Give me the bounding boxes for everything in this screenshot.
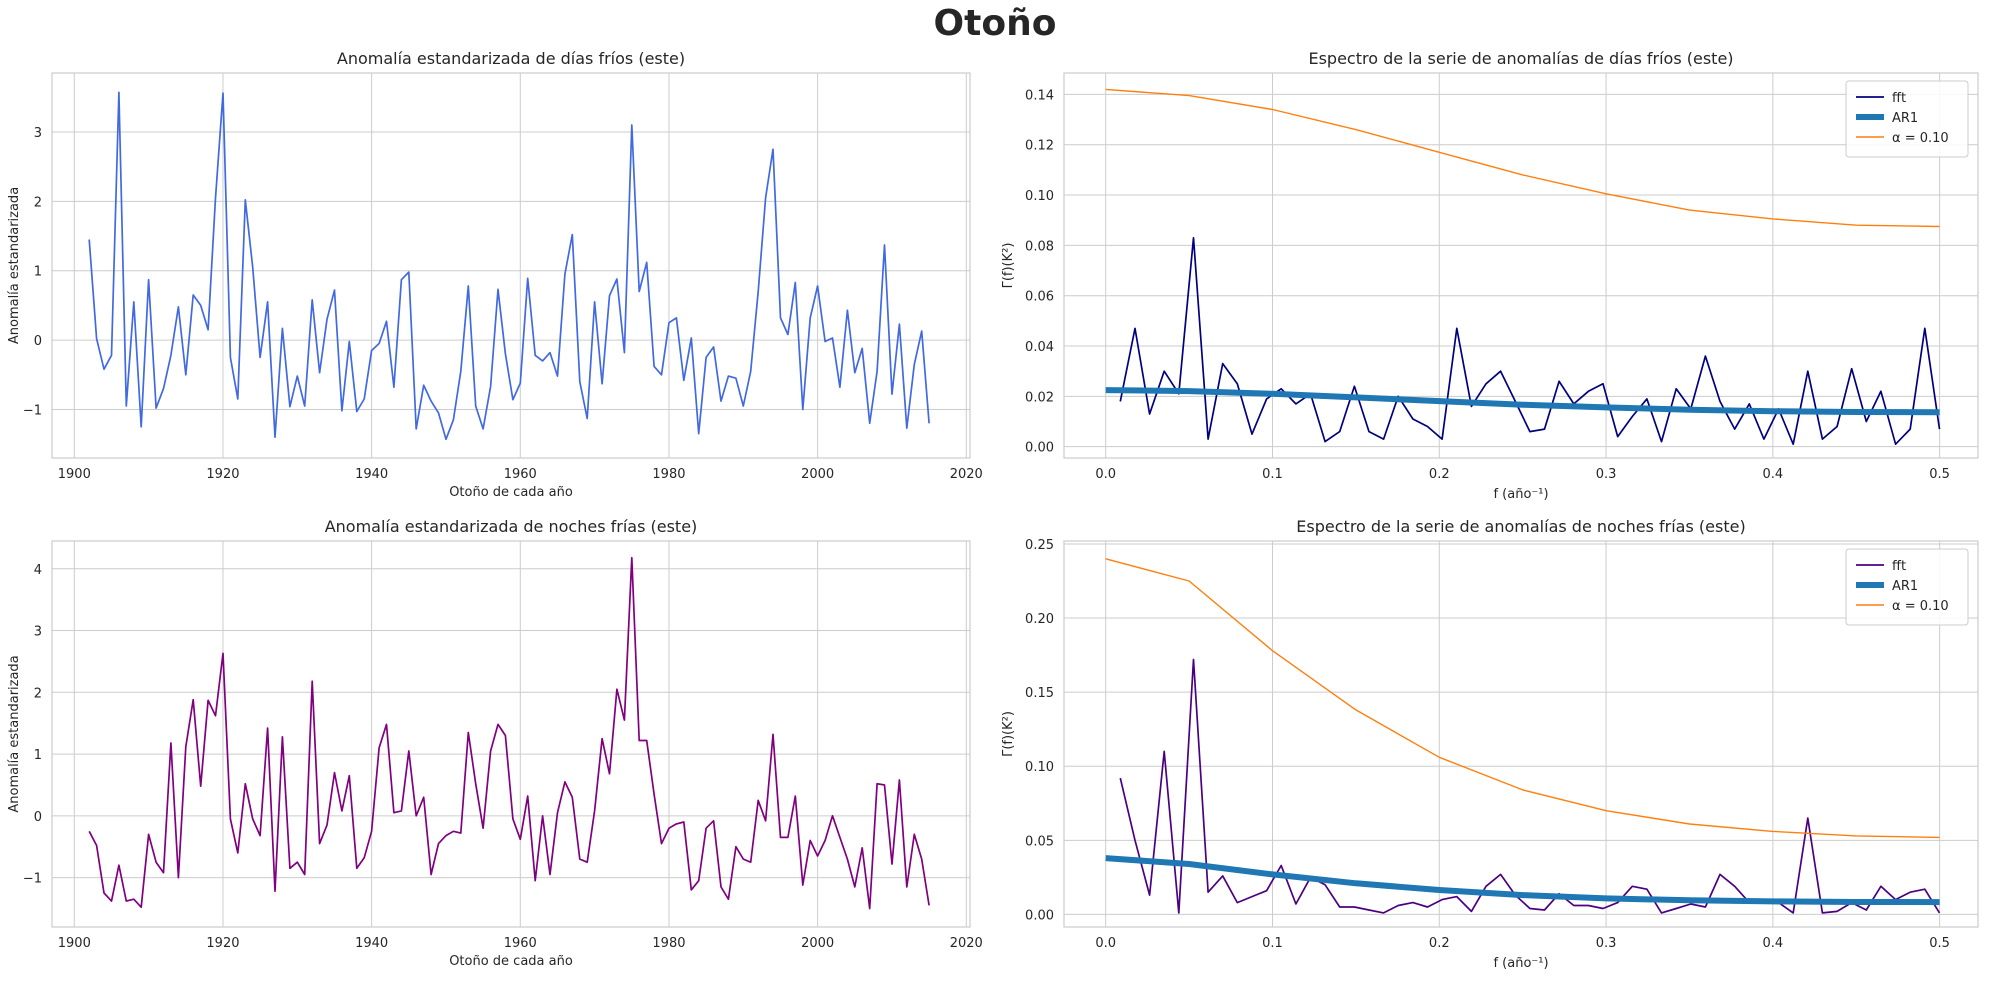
y-tick-label: 0.10 (1025, 760, 1054, 775)
x-axis-label: f (año⁻¹) (1493, 487, 1548, 502)
y-tick-label: 3 (34, 126, 42, 141)
x-tick-label: 0.4 (1763, 936, 1784, 951)
x-axis-label: Otoño de cada año (449, 485, 573, 500)
plot-frame (51, 540, 971, 928)
x-tick-label: 1960 (504, 467, 537, 482)
series-line-010 (1105, 88, 1940, 228)
y-tick-label: 0 (34, 334, 42, 349)
y-tick-label: 0.04 (1025, 340, 1054, 355)
y-tick-label: 0.12 (1025, 139, 1054, 154)
y-tick-label: −1 (23, 403, 42, 418)
x-tick-label: 0.2 (1429, 936, 1450, 951)
y-tick-label: 0 (34, 810, 42, 825)
x-tick-label: 1920 (206, 936, 239, 951)
y-tick-label: 0.05 (1025, 834, 1054, 849)
chart-title: Anomalía estandarizada de días fríos (es… (337, 49, 685, 68)
y-tick-label: 0.08 (1025, 239, 1054, 254)
x-tick-label: 0.1 (1262, 467, 1283, 482)
y-tick-label: 0.20 (1025, 612, 1054, 627)
y-tick-label: 2 (34, 686, 42, 701)
legend: fft AR1 α = 0.10 (1845, 80, 1969, 158)
y-axis-label: Γ(f)(K²) (1001, 243, 1016, 289)
plot-frame (1063, 72, 1979, 459)
x-tick-label: 0.2 (1429, 467, 1450, 482)
legend-label: AR1 (1892, 111, 1918, 126)
x-tick-label: 1900 (58, 467, 91, 482)
y-axis-label: Anomalía estandarizada (7, 655, 22, 812)
x-tick-label: 1940 (355, 467, 388, 482)
x-tick-label: 0.5 (1929, 467, 1950, 482)
x-tick-label: 1900 (58, 936, 91, 951)
x-tick-label: 2020 (950, 467, 983, 482)
y-tick-label: 4 (34, 563, 42, 578)
legend-label: fft (1892, 91, 1906, 106)
y-tick-label: 0.02 (1025, 390, 1054, 405)
plot-frame (1063, 540, 1979, 928)
chart-title: Espectro de la serie de anomalías de día… (1308, 49, 1733, 68)
x-tick-label: 2000 (801, 467, 834, 482)
series-line-010 (1105, 558, 1940, 839)
x-axis-label: f (año⁻¹) (1493, 956, 1548, 971)
y-tick-label: 3 (34, 625, 42, 640)
chart-title: Espectro de la serie de anomalías de noc… (1296, 517, 1745, 536)
series-line (88, 556, 930, 910)
y-tick-label: 0.00 (1025, 908, 1054, 923)
x-tick-label: 0.3 (1596, 467, 1617, 482)
y-tick-label: 0.25 (1025, 538, 1054, 553)
x-tick-label: 0.4 (1763, 467, 1784, 482)
y-tick-label: 0.14 (1025, 88, 1054, 103)
legend-box (1845, 80, 1969, 158)
x-tick-label: 1920 (206, 467, 239, 482)
legend-label: fft (1892, 559, 1906, 574)
series-line-fft (1119, 658, 1941, 914)
series-line-fft (1119, 236, 1941, 446)
x-tick-label: 0.1 (1262, 936, 1283, 951)
y-axis-label: Γ(f)(K²) (1001, 711, 1016, 757)
series-line-ar1 (1105, 855, 1940, 906)
series-line (88, 91, 930, 441)
subplot-days-anomaly: 1900 1920 1940 1960 1980 2000 2020 −1 0 1 2 3 Anomal… (7, 49, 983, 500)
x-tick-label: 0.0 (1095, 467, 1116, 482)
figure-suptitle: Otoño (933, 3, 1057, 44)
y-tick-label: 0.06 (1025, 290, 1054, 305)
y-tick-label: 0.15 (1025, 686, 1054, 701)
plot-frame (51, 72, 971, 459)
x-tick-label: 1960 (504, 936, 537, 951)
y-tick-label: 0.00 (1025, 441, 1054, 456)
x-tick-label: 0.5 (1929, 936, 1950, 951)
x-tick-label: 0.0 (1095, 936, 1116, 951)
y-axis-label: Anomalía estandarizada (7, 187, 22, 344)
y-tick-label: 0.10 (1025, 189, 1054, 204)
x-tick-label: 1980 (652, 936, 685, 951)
x-axis-label: Otoño de cada año (449, 954, 573, 969)
x-tick-label: 2000 (801, 936, 834, 951)
legend-label: AR1 (1892, 579, 1918, 594)
y-tick-label: 1 (34, 265, 42, 280)
y-tick-label: 1 (34, 748, 42, 763)
x-tick-label: 1940 (355, 936, 388, 951)
subplot-nights-anomaly: 1900 1920 1940 1960 1980 2000 2020 −1 0 1 2 3 4 Anoma… (7, 517, 983, 969)
series-line-ar1 (1105, 387, 1940, 416)
y-tick-label: −1 (23, 872, 42, 887)
subplot-nights-spectrum: 0.0 0.1 0.2 0.3 0.4 0.5 0.00 0.05 0.10 0.15 0.20 0.… (1001, 517, 1979, 971)
y-tick-label: 2 (34, 195, 42, 210)
legend-label: α = 0.10 (1892, 131, 1949, 146)
legend: fft AR1 α = 0.10 (1845, 548, 1969, 626)
chart-title: Anomalía estandarizada de noches frías (… (325, 517, 698, 536)
x-tick-label: 1980 (652, 467, 685, 482)
legend-label: α = 0.10 (1892, 599, 1949, 614)
x-tick-label: 0.3 (1596, 936, 1617, 951)
subplot-days-spectrum: 0.0 0.1 0.2 0.3 0.4 0.5 0.00 0.02 0.04 0.06 0.08 0.… (1001, 49, 1979, 502)
legend-box (1845, 548, 1969, 626)
x-tick-label: 2020 (950, 936, 983, 951)
